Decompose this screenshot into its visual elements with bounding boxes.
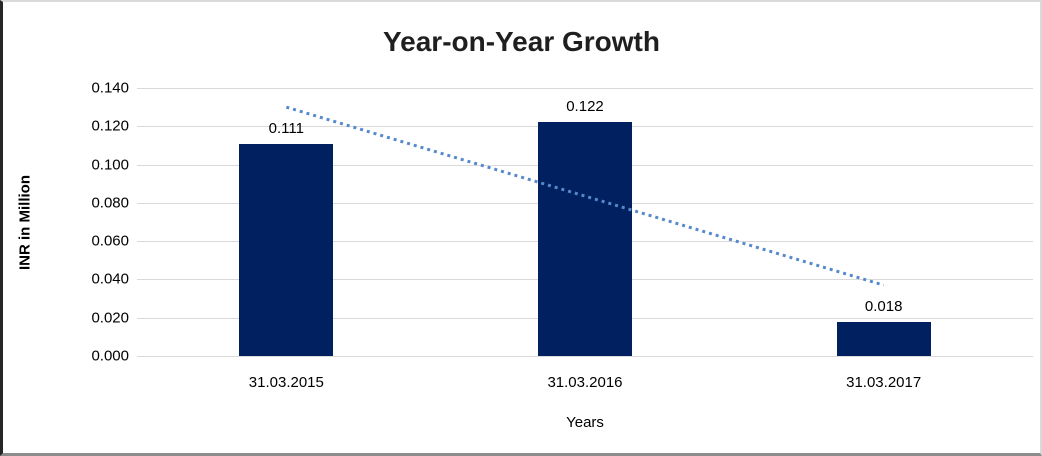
y-tick-label: 0.140 bbox=[91, 79, 129, 97]
x-tick-label: 31.03.2015 bbox=[248, 374, 324, 391]
y-tick-label: 0.060 bbox=[91, 232, 129, 250]
trendline bbox=[285, 105, 885, 287]
x-axis-tick-labels: 31.03.2015 31.03.2016 31.03.2017 bbox=[137, 374, 1033, 394]
y-tick-label: 0.120 bbox=[91, 117, 129, 135]
y-tick-label: 0.080 bbox=[91, 194, 129, 212]
chart-title: Year-on-Year Growth bbox=[383, 26, 660, 57]
y-axis-tick-labels: 0.140 0.120 0.100 0.080 0.060 0.040 0.020 0.000 bbox=[3, 80, 129, 365]
y-tick-label: 0.040 bbox=[91, 270, 129, 288]
x-axis-title: Years bbox=[566, 414, 604, 431]
bar-31.03.2015 bbox=[239, 143, 334, 356]
gridline bbox=[137, 88, 1033, 89]
plot-area: 0.111 0.122 0.018 bbox=[137, 88, 1033, 357]
y-tick-label: 0.000 bbox=[91, 347, 129, 365]
bar-31.03.2016 bbox=[538, 122, 632, 356]
data-label: 0.018 bbox=[864, 297, 903, 315]
data-label: 0.111 bbox=[268, 119, 304, 137]
x-tick-label: 31.03.2017 bbox=[846, 374, 922, 391]
y-tick-label: 0.020 bbox=[91, 309, 129, 327]
data-label: 0.122 bbox=[566, 98, 604, 116]
y-tick-label: 0.100 bbox=[91, 156, 129, 174]
x-tick-label: 31.03.2016 bbox=[547, 374, 623, 391]
bar-31.03.2017 bbox=[836, 321, 931, 356]
gridline bbox=[137, 356, 1033, 357]
